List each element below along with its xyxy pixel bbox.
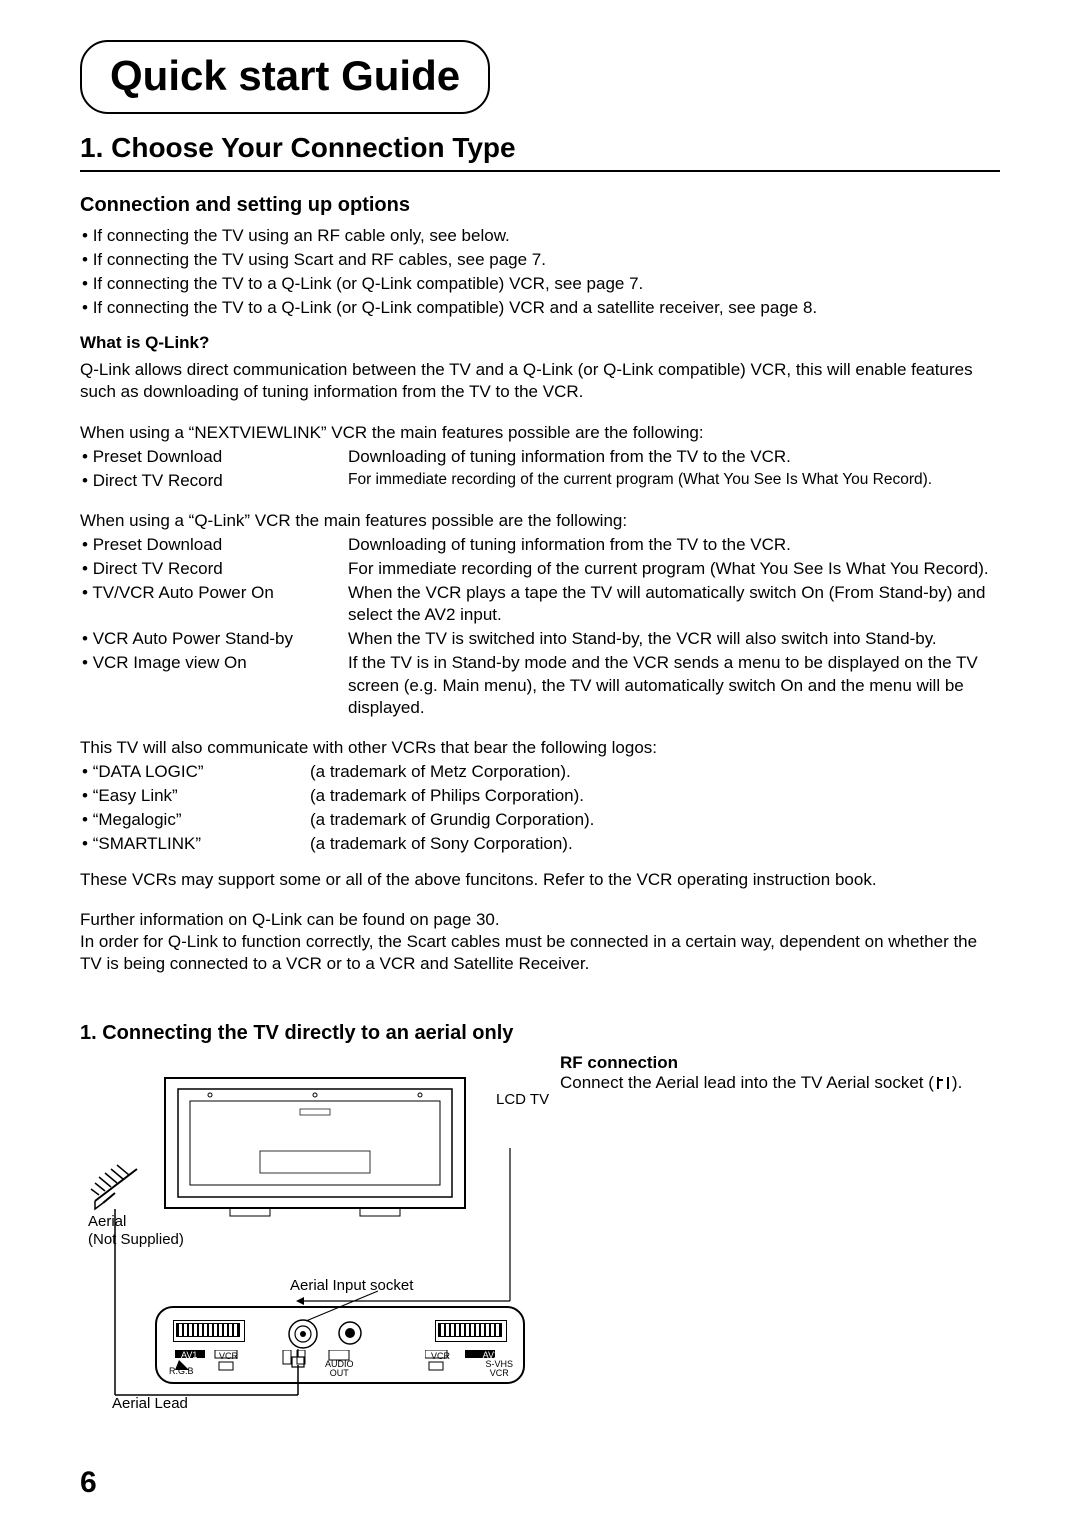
feature-label: Direct TV Record [80,470,348,492]
connection-diagram: AV1 R.G.B VCR AUDIO OUT VCR AV2 S-VHS VC… [80,1073,580,1413]
rf-text-b: ). [952,1073,962,1092]
port-label: AV1 [181,1350,197,1360]
qlink-heading: What is Q-Link? [80,333,1000,353]
logo-desc: (a trademark of Grundig Corporation). [310,809,1000,831]
conn-opts-heading: Connection and setting up options [80,194,1000,217]
conn-opts-list: If connecting the TV using an RF cable o… [80,225,1000,319]
logos-list: “DATA LOGIC” (a trademark of Metz Corpor… [80,761,1000,855]
feature-desc: When the TV is switched into Stand-by, t… [348,628,1000,650]
qlink-features: Preset Download Downloading of tuning in… [80,534,1000,719]
logo-desc: (a trademark of Sony Corporation). [310,833,1000,855]
feature-label: Direct TV Record [80,558,348,580]
feature-label: TV/VCR Auto Power On [80,582,348,626]
feature-label: Preset Download [80,534,348,556]
lcd-tv-icon [160,1073,490,1223]
feature-desc: For immediate recording of the current p… [348,470,1000,492]
logos-note: These VCRs may support some or all of th… [80,869,1000,891]
lcd-tv-label: LCD TV [496,1091,549,1108]
rf-heading: RF connection [560,1053,1000,1073]
connector-panel-icon: AV1 R.G.B VCR AUDIO OUT VCR AV2 S-VHS VC… [155,1306,525,1384]
qlink-features-intro: When using a “Q-Link” VCR the main featu… [80,510,1000,532]
port-label: VCR [431,1351,450,1361]
rf-body: Connect the Aerial lead into the TV Aeri… [560,1073,1000,1093]
title-frame: Quick start Guide [80,40,490,114]
port-label: S-VHS VCR [485,1360,513,1378]
further-1: Further information on Q-Link can be fou… [80,909,1000,931]
conn-bullet: If connecting the TV using an RF cable o… [80,225,1000,247]
logo-label: “Megalogic” [80,809,310,831]
rf-text-a: Connect the Aerial lead into the TV Aeri… [560,1073,934,1092]
aerial-lead-label: Aerial Lead [112,1395,188,1412]
further-2: In order for Q-Link to function correctl… [80,931,1000,975]
page-number: 6 [80,1466,97,1500]
logo-label: “DATA LOGIC” [80,761,310,783]
conn-bullet: If connecting the TV to a Q-Link (or Q-L… [80,297,1000,319]
aerial-socket-icon [934,1075,952,1091]
aerial-input-label: Aerial Input socket [290,1277,413,1294]
feature-desc: When the VCR plays a tape the TV will au… [348,582,1000,626]
feature-label: Preset Download [80,446,348,468]
port-label: VCR [219,1351,238,1361]
logo-desc: (a trademark of Metz Corporation). [310,761,1000,783]
port-label: R.G.B [169,1366,194,1376]
feature-desc: For immediate recording of the current p… [348,558,1000,580]
qlink-intro: Q-Link allows direct communication betwe… [80,359,1000,403]
port-label: AUDIO OUT [325,1360,354,1378]
logo-label: “SMARTLINK” [80,833,310,855]
aerial-label: Aerial [88,1213,126,1230]
conn-bullet: If connecting the TV to a Q-Link (or Q-L… [80,273,1000,295]
feature-desc: Downloading of tuning information from t… [348,534,1000,556]
page-title: Quick start Guide [110,52,460,100]
nextview-intro: When using a “NEXTVIEWLINK” VCR the main… [80,422,1000,444]
feature-desc: Downloading of tuning information from t… [348,446,1000,468]
logo-label: “Easy Link” [80,785,310,807]
nextview-features: Preset Download Downloading of tuning in… [80,446,1000,492]
section-heading: 1. Choose Your Connection Type [80,132,1000,172]
feature-desc: If the TV is in Stand-by mode and the VC… [348,652,1000,718]
rf-text-block: RF connection Connect the Aerial lead in… [560,1053,1000,1093]
conn-bullet: If connecting the TV using Scart and RF … [80,249,1000,271]
logos-intro: This TV will also communicate with other… [80,737,1000,759]
logo-desc: (a trademark of Philips Corporation). [310,785,1000,807]
connect-heading: 1. Connecting the TV directly to an aeri… [80,1022,1000,1045]
feature-label: VCR Image view On [80,652,348,718]
aerial-icon [85,1161,145,1211]
feature-label: VCR Auto Power Stand-by [80,628,348,650]
not-supplied-label: (Not Supplied) [88,1231,184,1248]
